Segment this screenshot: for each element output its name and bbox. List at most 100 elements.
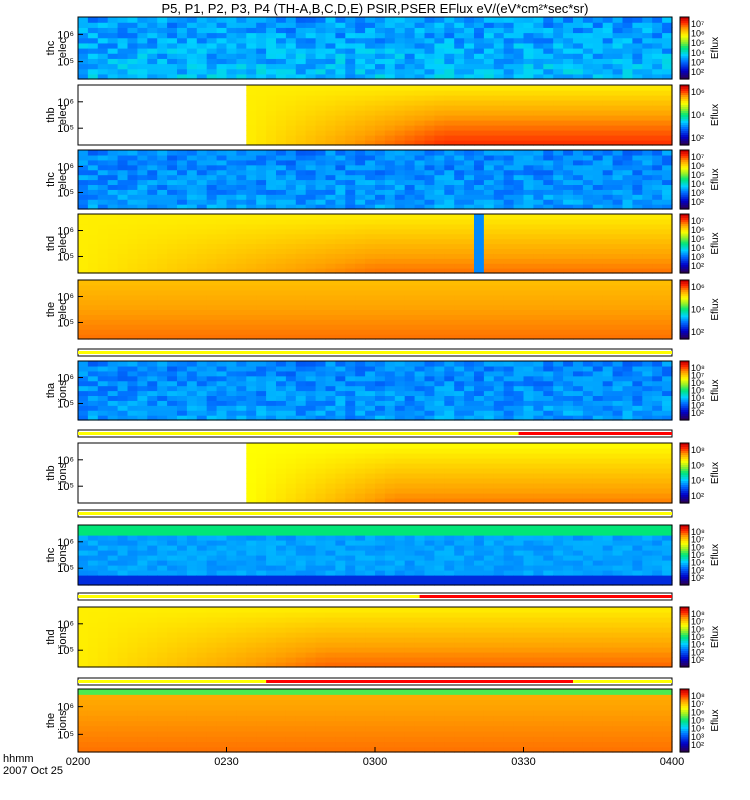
- heatmap-cell: [612, 463, 624, 469]
- heatmap-cell: [662, 280, 673, 286]
- heatmap-cell: [276, 140, 287, 146]
- heatmap-cell: [266, 130, 277, 136]
- heatmap-cell: [662, 140, 673, 146]
- heatmap-cell: [177, 164, 188, 171]
- heatmap-cell: [582, 63, 594, 70]
- heatmap-cell: [117, 63, 129, 70]
- heatmap-cell: [226, 233, 237, 240]
- heatmap-cell: [107, 253, 119, 259]
- heatmap-cell: [285, 22, 297, 28]
- heatmap-cell: [384, 214, 396, 220]
- heatmap-cell: [384, 37, 396, 44]
- heatmap-cell: [503, 448, 515, 454]
- heatmap-cell: [384, 390, 396, 397]
- heatmap-cell: [315, 309, 327, 316]
- heatmap-cell: [503, 263, 515, 269]
- heatmap-cell: [464, 154, 475, 161]
- heatmap-cell: [474, 125, 485, 131]
- heatmap-cell: [97, 159, 109, 166]
- heatmap-cell: [78, 334, 89, 340]
- heatmap-cell: [533, 58, 544, 65]
- heatmap-cell: [483, 380, 495, 387]
- heatmap-cell: [276, 448, 287, 454]
- heatmap-cell: [384, 174, 396, 181]
- heatmap-cell: [523, 150, 534, 156]
- heatmap-cell: [256, 473, 267, 479]
- heatmap-cell: [236, 73, 247, 80]
- heatmap-cell: [276, 199, 287, 205]
- heatmap-cell: [483, 100, 495, 106]
- heatmap-cell: [503, 189, 515, 195]
- heatmap-cell: [87, 179, 99, 186]
- colorbar-label: Eflux: [710, 298, 721, 320]
- heatmap-cell: [483, 289, 495, 296]
- heatmap-cell: [345, 498, 356, 504]
- heatmap-cell: [365, 174, 376, 181]
- heatmap-cell: [325, 184, 336, 190]
- heatmap-cell: [295, 289, 307, 296]
- heatmap-cell: [523, 493, 534, 499]
- colorbar-segment: [680, 103, 689, 106]
- heatmap-cell: [464, 105, 475, 111]
- heatmap-cell: [266, 268, 277, 274]
- heatmap-cell: [394, 63, 406, 70]
- heatmap-cell: [474, 370, 485, 377]
- heatmap-cell: [335, 248, 346, 254]
- heatmap-cell: [87, 289, 99, 296]
- heatmap-cell: [335, 370, 346, 377]
- heatmap-cell: [196, 324, 208, 330]
- heatmap-cell: [483, 243, 495, 250]
- heatmap-cell: [335, 380, 346, 387]
- heatmap-cell: [384, 395, 396, 401]
- heatmap-cell: [266, 334, 277, 340]
- heatmap-cell: [167, 53, 178, 59]
- heatmap-cell: [236, 299, 247, 306]
- heatmap-cell: [107, 575, 119, 581]
- heatmap-cell: [365, 304, 376, 311]
- heatmap-cell: [375, 299, 386, 306]
- colorbar-segment: [680, 249, 689, 252]
- heatmap-cell: [414, 223, 426, 230]
- heatmap-cell: [256, 370, 267, 377]
- heatmap-cell: [503, 395, 515, 401]
- heatmap-cell: [285, 243, 297, 250]
- heatmap-cell: [493, 405, 505, 411]
- colorbar-segment: [680, 129, 689, 132]
- heatmap-cell: [305, 214, 317, 220]
- heatmap-cell: [642, 140, 653, 146]
- heatmap-cell: [573, 73, 584, 80]
- heatmap-cell: [256, 130, 267, 136]
- heatmap-cell: [266, 390, 277, 397]
- heatmap-cell: [315, 48, 327, 54]
- heatmap-cell: [394, 400, 406, 406]
- heatmap-cell: [266, 48, 277, 54]
- heatmap-cell: [622, 258, 633, 264]
- heatmap-cell: [246, 385, 257, 392]
- heatmap-cell: [206, 17, 218, 23]
- heatmap-cell: [285, 120, 297, 126]
- heatmap-cell: [642, 405, 653, 411]
- heatmap-cell: [365, 214, 376, 220]
- heatmap-cell: [612, 27, 624, 34]
- heatmap-cell: [523, 385, 534, 392]
- colorbar-frame: [679, 360, 690, 421]
- heatmap-cell: [533, 498, 544, 504]
- heatmap-cell: [246, 154, 257, 161]
- heatmap-cell: [414, 361, 426, 367]
- heatmap-cell: [137, 268, 148, 274]
- heatmap-cell: [206, 248, 218, 254]
- heatmap-cell: [612, 58, 624, 65]
- heatmap-cell: [474, 135, 485, 141]
- heatmap-cell: [652, 478, 663, 484]
- heatmap-cell: [662, 27, 673, 34]
- heatmap-cell: [315, 17, 327, 23]
- heatmap-cell: [434, 410, 445, 416]
- heatmap-cell: [137, 253, 148, 259]
- heatmap-cell: [652, 280, 663, 286]
- heatmap-cell: [493, 468, 505, 474]
- heatmap-cell: [365, 110, 376, 116]
- heatmap-cell: [167, 319, 178, 325]
- colorbar-segment: [680, 117, 689, 120]
- colorbar-segment: [680, 469, 689, 472]
- heatmap-cell: [246, 289, 257, 296]
